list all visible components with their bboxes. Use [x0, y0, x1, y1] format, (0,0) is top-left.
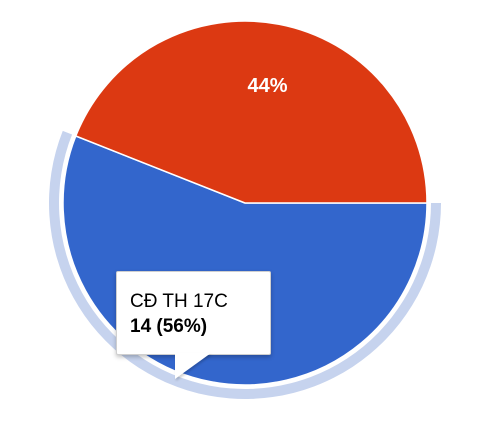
- slice-percent-label: 44%: [247, 75, 287, 97]
- tooltip-value: 14 (56%): [130, 316, 208, 337]
- tooltip-pointer: [175, 353, 211, 379]
- tooltip-title: CĐ TH 17C: [130, 291, 228, 312]
- pie-slice-2[interactable]: [74, 20, 428, 204]
- chart-tooltip: CĐ TH 17C 14 (56%): [116, 271, 271, 355]
